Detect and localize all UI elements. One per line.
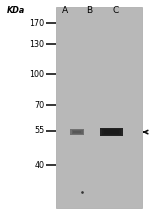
Text: C: C (113, 6, 119, 15)
Bar (73, 131, 81, 133)
Text: KDa: KDa (6, 6, 25, 15)
Text: 55: 55 (34, 126, 45, 135)
Text: 100: 100 (30, 70, 45, 79)
Bar (72, 130, 83, 134)
Bar (100, 128, 123, 136)
Bar (70, 129, 84, 135)
Text: 170: 170 (29, 19, 45, 28)
Text: B: B (86, 6, 92, 15)
Text: 70: 70 (34, 101, 45, 110)
Bar (102, 129, 121, 135)
Text: A: A (62, 6, 68, 15)
Bar (104, 130, 119, 134)
Text: 130: 130 (30, 40, 45, 49)
Bar (56, 7, 142, 208)
Text: 40: 40 (34, 161, 45, 170)
